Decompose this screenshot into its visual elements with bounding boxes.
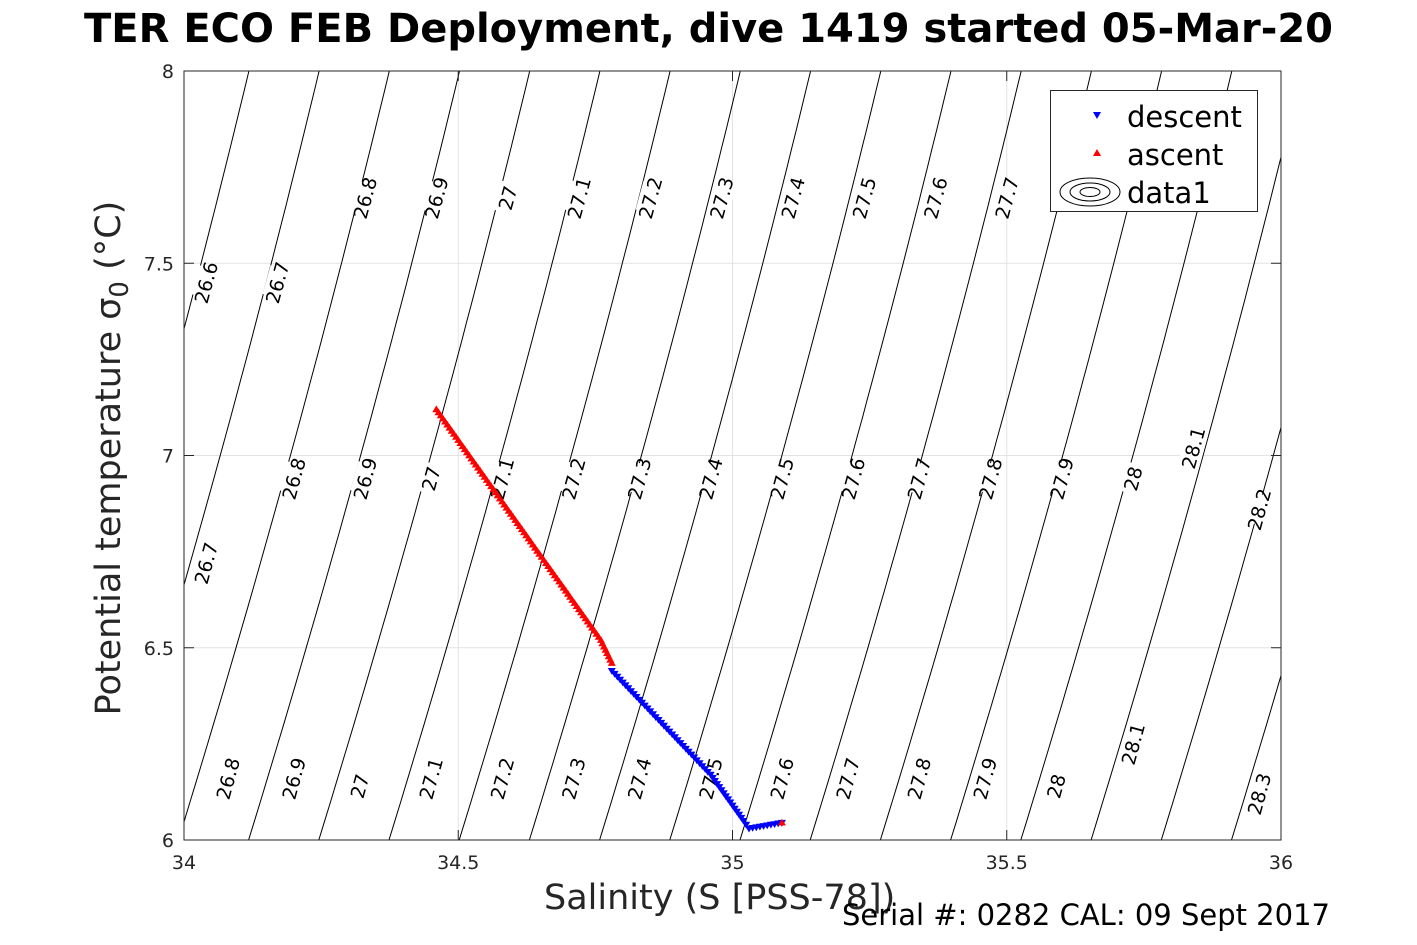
contour-label-bg — [279, 461, 309, 496]
contour-label-bg — [493, 180, 523, 216]
legend-contour-icon — [1059, 177, 1121, 207]
contour-label-bg — [833, 761, 863, 796]
contour-label-bg — [1041, 768, 1071, 804]
isopycnal-line — [528, 71, 741, 840]
contour-label-bg — [564, 180, 594, 216]
chart-title: TER ECO FEB Deployment, dive 1419 starte… — [83, 6, 1333, 52]
descent-point — [742, 821, 751, 829]
contour-label-bg — [767, 761, 797, 796]
isopycnal-line — [184, 71, 320, 587]
x-tick-label: 35 — [720, 852, 744, 874]
isopycnal-line — [599, 71, 812, 840]
legend-item-data1: data1 — [1051, 173, 1259, 210]
contour-label-bg — [904, 461, 934, 496]
contour-label-bg — [849, 180, 879, 216]
contour-label-bg — [350, 461, 380, 496]
contour-label-bg — [706, 180, 737, 216]
contour-label-bg — [1244, 776, 1274, 812]
ascent-point — [777, 818, 786, 826]
legend-data1-label: data1 — [1127, 176, 1211, 210]
contour-label-bg — [1178, 430, 1208, 466]
contour-label-bg — [262, 265, 292, 300]
contour-label-bg — [344, 768, 375, 804]
contour-label-bg — [695, 461, 726, 496]
isopycnal-line — [1090, 155, 1281, 840]
contour-label-bg — [350, 180, 380, 216]
contour-label-bg — [487, 461, 517, 496]
y-tick-label: 7 — [162, 446, 174, 468]
x-tick-label: 36 — [1269, 852, 1293, 874]
contour-label-bg — [421, 180, 451, 216]
contour-label-bg — [1244, 491, 1274, 527]
isopycnal-line — [1231, 673, 1281, 840]
axis-ticks: 34 34.5 35 35.5 36 6 6.5 7 7.5 8 — [144, 61, 1293, 874]
legend-descent-label: descent — [1127, 100, 1242, 134]
contour-label-bg — [838, 461, 868, 496]
contour-label-bg — [778, 180, 808, 216]
x-axis-label: Salinity (S [PSS-78]) — [544, 878, 896, 918]
isopycnal-line — [809, 71, 1022, 840]
contour-label-bg — [487, 761, 517, 796]
contour-label-bg — [975, 461, 1005, 496]
y-axis-label-main: Potential temperature σ — [89, 297, 129, 716]
y-axis-label: Potential temperature σ0 (°C) — [89, 201, 135, 716]
contour-label-bg — [767, 461, 797, 496]
contour-label-bg — [920, 180, 951, 216]
contour-label-bg — [624, 461, 654, 496]
isopycnal-line — [669, 71, 882, 840]
y-tick-label: 6.5 — [144, 638, 174, 660]
legend: descent ascent data1 — [1050, 90, 1258, 212]
legend-ascent-label: ascent — [1127, 138, 1224, 172]
contour-label-bg — [558, 461, 589, 496]
contour-label-bg — [191, 545, 221, 581]
contour-label-bg — [558, 761, 589, 796]
contour-label-bg — [416, 461, 446, 496]
legend-item-descent: descent — [1051, 97, 1259, 134]
x-tick-label: 35.5 — [986, 852, 1028, 874]
contour-label-bg — [1118, 461, 1148, 496]
contour-label-bg — [1047, 461, 1077, 496]
legend-descent-marker — [1093, 112, 1101, 119]
contour-label-bg — [904, 761, 934, 796]
data-series — [432, 405, 786, 833]
isopycnal-line — [184, 71, 250, 331]
legend-ascent-marker — [1093, 149, 1101, 156]
x-tick-label: 34 — [172, 852, 196, 874]
isopycnal-line — [739, 71, 952, 840]
y-tick-label: 6 — [162, 830, 174, 852]
x-tick-label: 34.5 — [437, 852, 479, 874]
contour-label-bg — [213, 761, 243, 796]
y-tick-label: 7.5 — [144, 253, 174, 275]
contour-label-bg — [191, 265, 221, 300]
contour-label-bg — [279, 761, 309, 796]
serial-footer: Serial #: 0282 CAL: 09 Sept 2017 — [842, 898, 1330, 932]
contour-label-bg — [970, 761, 1000, 796]
contour-label-bg — [635, 180, 665, 216]
ascent-point — [607, 659, 616, 666]
descent-point — [739, 818, 748, 825]
isopycnal-line — [1302, 71, 1417, 840]
y-axis-label-subscript: 0 — [105, 281, 135, 298]
isopycnal-line — [0, 71, 38, 840]
contour-label-bg — [416, 761, 446, 796]
legend-item-ascent: ascent — [1051, 135, 1259, 172]
contour-label-bg — [1118, 726, 1148, 762]
contour-label-bg — [624, 761, 654, 796]
y-axis-label-unit: (°C) — [89, 200, 129, 282]
contour-label-bg — [992, 180, 1022, 216]
y-tick-label: 8 — [162, 61, 174, 83]
density-contours — [0, 71, 1417, 840]
